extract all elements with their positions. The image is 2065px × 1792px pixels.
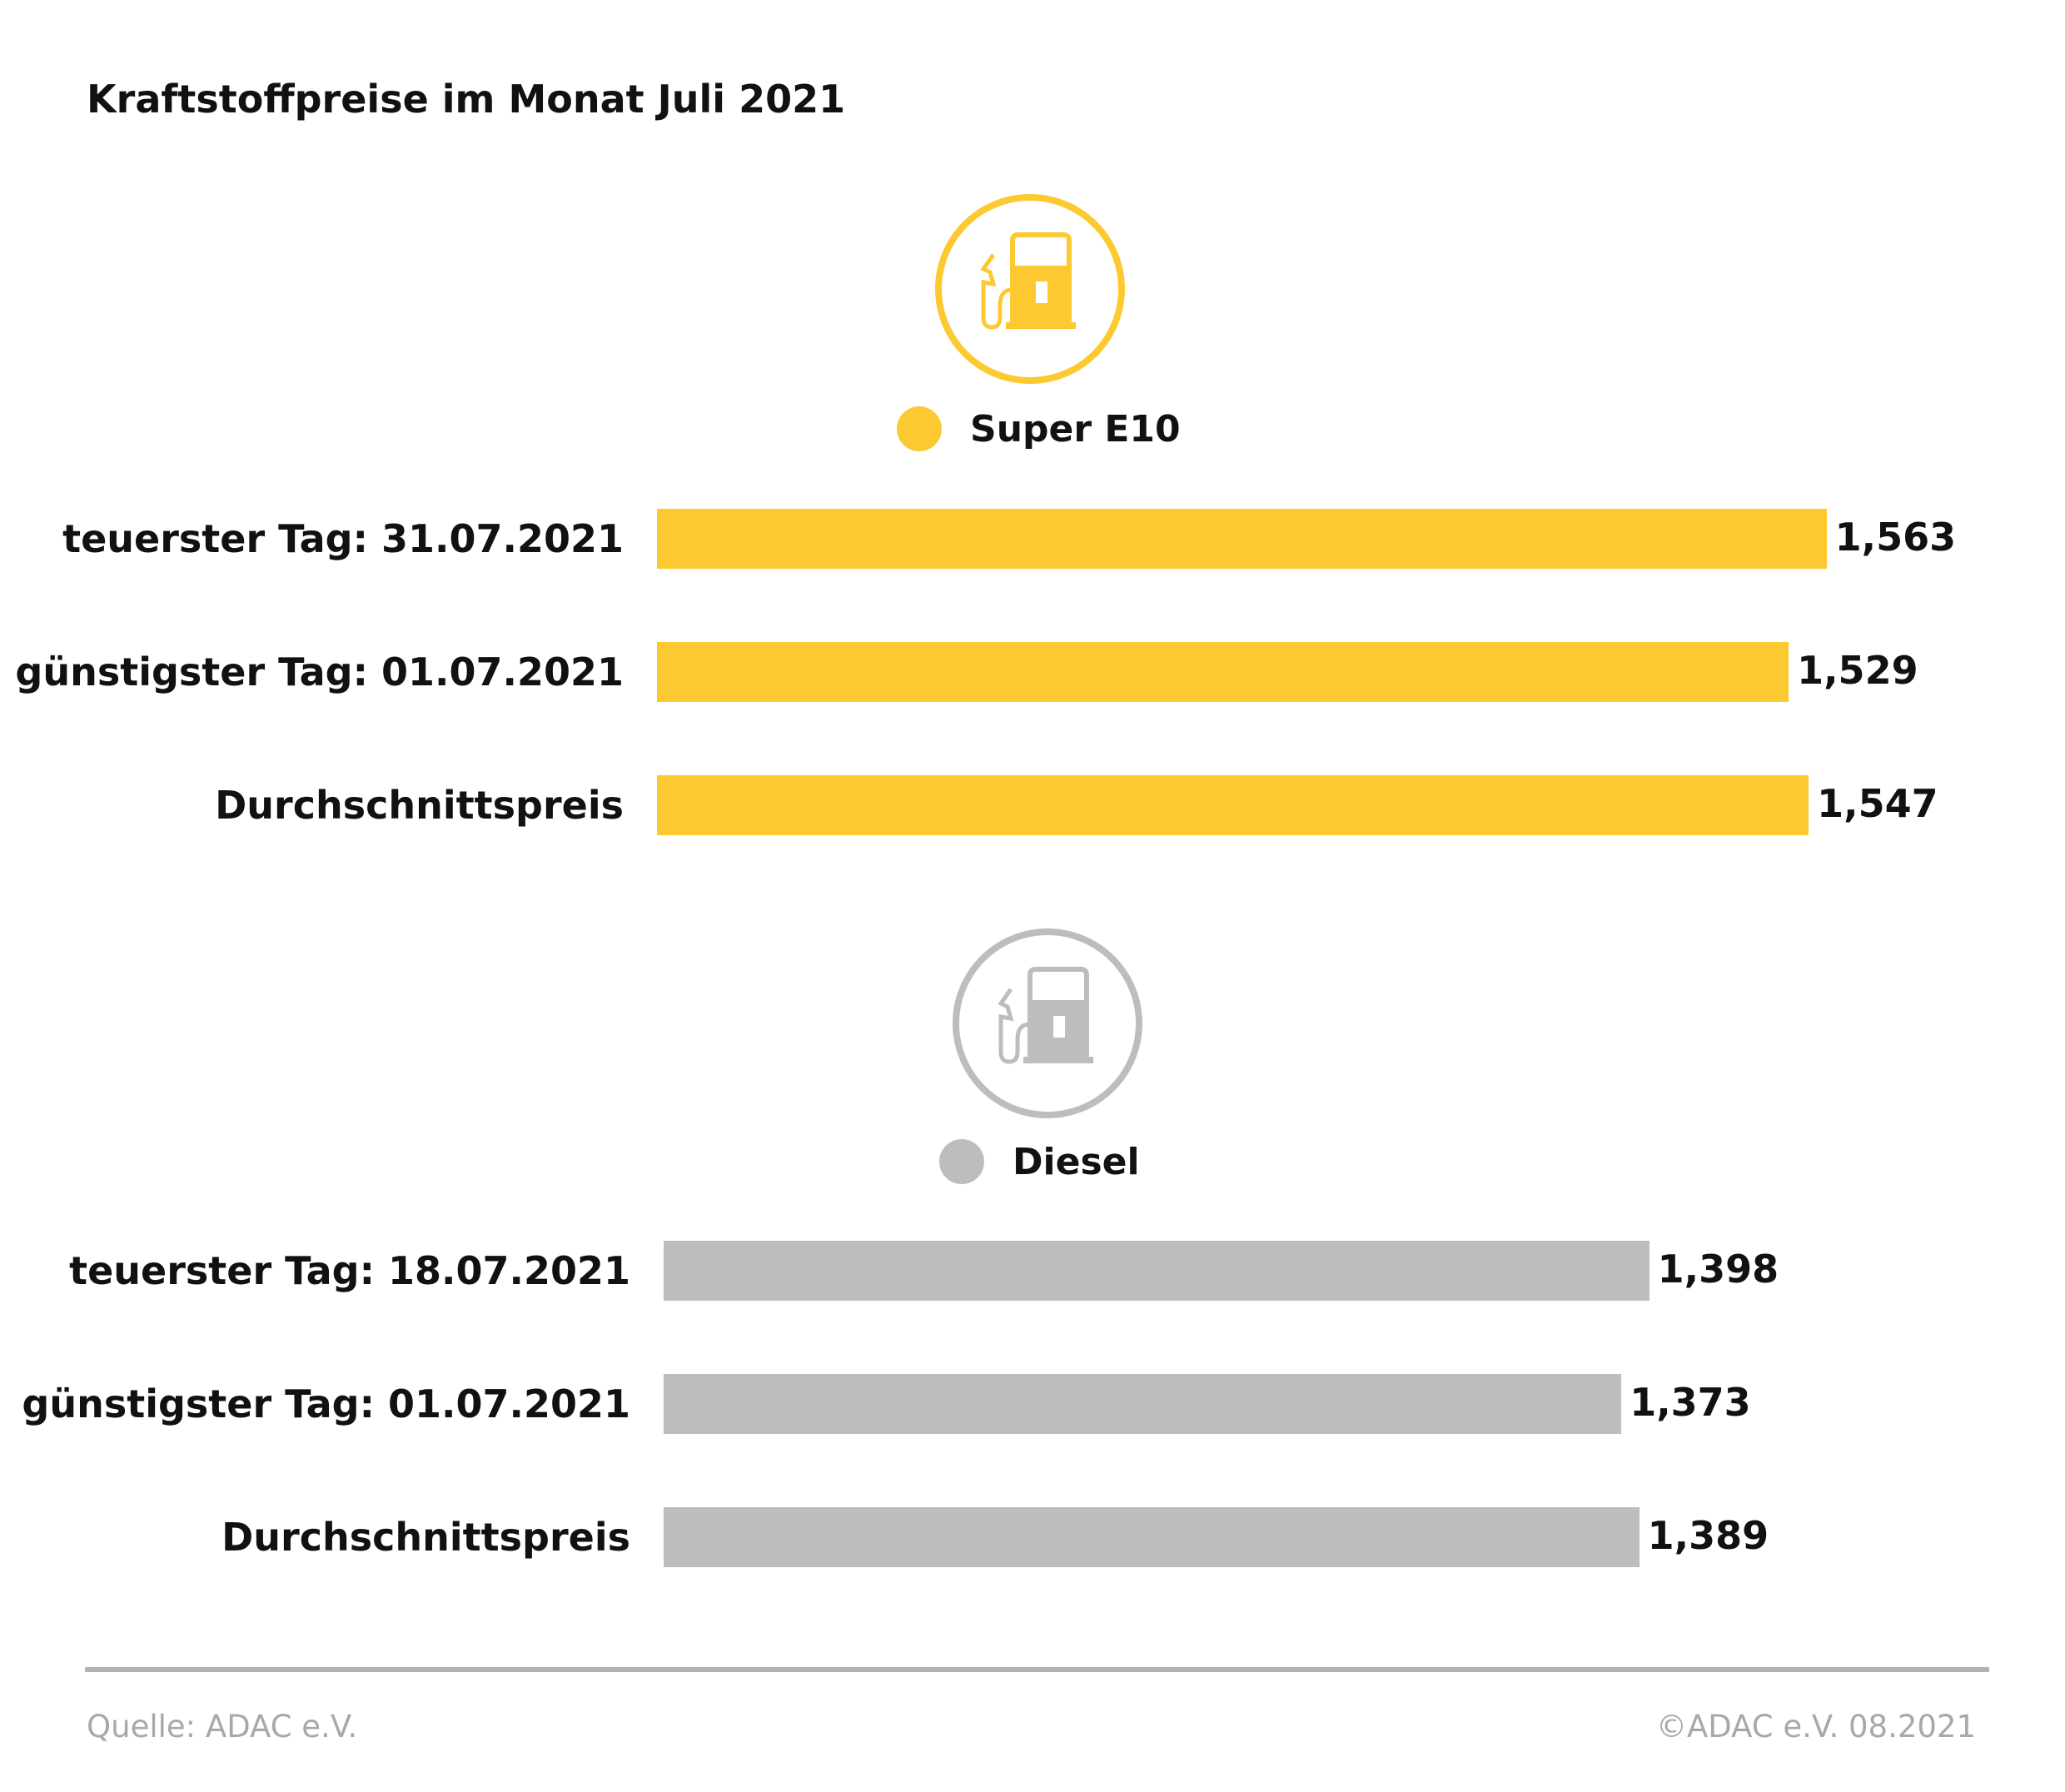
legend-item: Diesel (939, 1139, 1140, 1184)
bar (664, 1374, 1622, 1434)
copyright-note: ©ADAC e.V. 08.2021 (1655, 1709, 1976, 1745)
category-label: Durchschnittspreis (221, 1515, 630, 1560)
bar (664, 1507, 1640, 1567)
data-label: 1,563 (1834, 515, 1957, 560)
category-label: teuerster Tag: 31.07.2021 (62, 516, 624, 561)
legend-label: Super E10 (970, 407, 1181, 450)
bar (664, 1241, 1650, 1301)
bar-row: günstigster Tag: 01.07.2021 1,529 (0, 642, 2065, 702)
bar-row: teuerster Tag: 18.07.2021 1,398 (0, 1241, 2065, 1301)
legend-label: Diesel (1013, 1140, 1140, 1183)
bar-row: Durchschnittspreis 1,547 (0, 775, 2065, 835)
data-label: 1,373 (1630, 1380, 1751, 1425)
bar-row: Durchschnittspreis 1,389 (0, 1507, 2065, 1567)
bar (657, 509, 1827, 569)
footer-divider (85, 1667, 1989, 1672)
category-label: teuerster Tag: 18.07.2021 (69, 1248, 630, 1293)
legend-swatch (897, 406, 942, 451)
bar-row: günstigster Tag: 01.07.2021 1,373 (0, 1374, 2065, 1434)
source-note: Quelle: ADAC e.V. (87, 1709, 358, 1745)
chart-title: Kraftstoffpreise im Monat Juli 2021 (87, 77, 846, 122)
bar (657, 642, 1789, 702)
category-label: günstigster Tag: 01.07.2021 (15, 650, 624, 694)
legend-swatch (939, 1139, 984, 1184)
category-label: Durchschnittspreis (215, 783, 624, 828)
fuel-pump-icon (951, 927, 1144, 1123)
bar-row: teuerster Tag: 31.07.2021 1,563 (0, 509, 2065, 569)
data-label: 1,547 (1817, 781, 1938, 826)
data-label: 1,389 (1647, 1513, 1769, 1558)
legend-item: Super E10 (897, 406, 1181, 451)
category-label: günstigster Tag: 01.07.2021 (22, 1381, 630, 1426)
bar (657, 775, 1809, 835)
data-label: 1,529 (1797, 648, 1918, 693)
fuel-pump-icon (933, 192, 1127, 389)
data-label: 1,398 (1657, 1247, 1779, 1292)
